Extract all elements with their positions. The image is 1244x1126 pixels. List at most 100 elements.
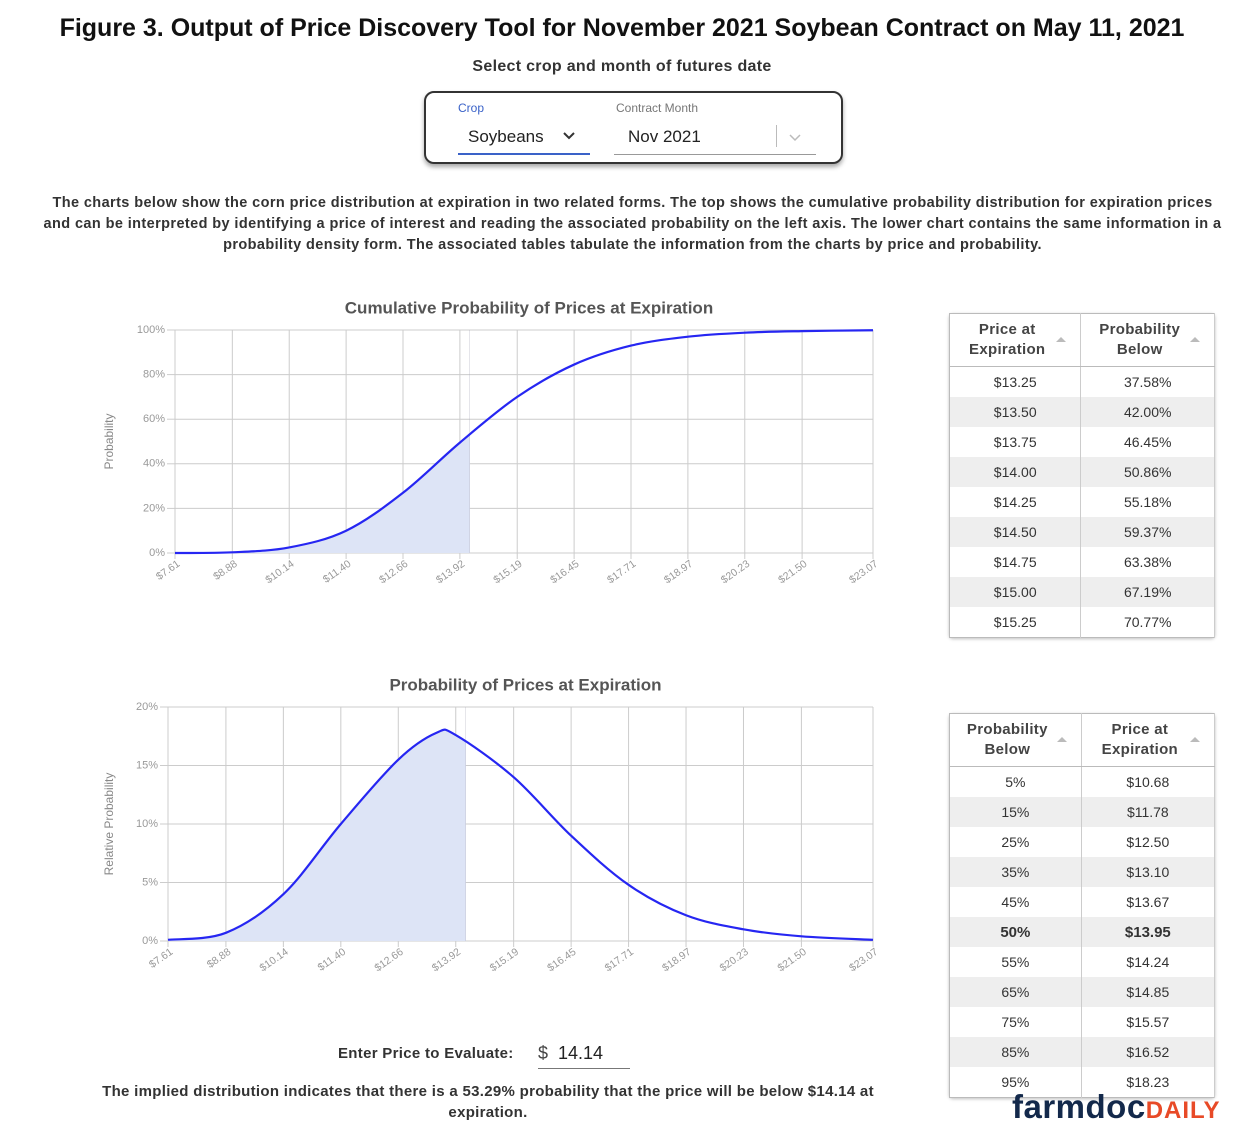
quantile-table: Probability Below Price at Expiration 5% $1… bbox=[949, 713, 1216, 1098]
charts: Cumulative Probability of Prices at Expi… bbox=[102, 298, 880, 974]
x-tick-label: $20.23 bbox=[719, 558, 752, 586]
result-text: The implied distribution indicates that … bbox=[102, 1083, 874, 1121]
x-tick-label: $12.66 bbox=[372, 946, 405, 974]
x-tick-label: $11.40 bbox=[316, 946, 349, 974]
crop-caret bbox=[563, 132, 575, 140]
logo-accent: DAILY bbox=[1145, 1097, 1221, 1124]
table-cell: $14.85 bbox=[1081, 977, 1216, 1007]
x-tick-label: $17.71 bbox=[605, 558, 638, 586]
table-row: $14.75 63.38% bbox=[949, 547, 1215, 577]
y-tick-label: 60% bbox=[143, 413, 165, 425]
table-cell: $13.75 bbox=[949, 427, 1082, 457]
header-row: Probability Below Price at Expiration bbox=[949, 713, 1216, 767]
header-row: Price at Expiration Probability Below bbox=[949, 313, 1215, 367]
table-row: 95% $18.23 bbox=[949, 1067, 1216, 1098]
table-cell: $13.25 bbox=[949, 366, 1082, 397]
input-underline bbox=[538, 1068, 630, 1069]
month-caret bbox=[789, 134, 801, 142]
table-cell: 15% bbox=[949, 797, 1082, 827]
table-cell: $10.68 bbox=[1081, 766, 1216, 797]
table-row: 85% $16.52 bbox=[949, 1037, 1216, 1067]
table-cell: 35% bbox=[949, 857, 1082, 887]
table-cell: $13.67 bbox=[1081, 887, 1216, 917]
crop-label: Crop bbox=[458, 101, 485, 115]
header-text: Price at Expiration bbox=[1101, 721, 1179, 758]
y-tick-label: 0% bbox=[142, 935, 158, 947]
x-tick-label: $8.88 bbox=[205, 946, 234, 971]
subtitle: Select crop and month of futures date bbox=[472, 58, 772, 75]
table-row: 15% $11.78 bbox=[949, 797, 1216, 827]
table-row: $14.25 55.18% bbox=[949, 487, 1215, 517]
selector-panel: Crop Soybeans Contract Month Nov 2021 bbox=[424, 91, 843, 164]
table-cell: 42.00% bbox=[1080, 397, 1215, 427]
x-tick-label: $23.07 bbox=[847, 946, 880, 974]
x-tick-label: $10.14 bbox=[263, 558, 296, 586]
table-cell: $15.00 bbox=[949, 577, 1082, 607]
month-underline bbox=[614, 154, 816, 155]
table-cell: $13.95 bbox=[1081, 917, 1216, 947]
column-header[interactable]: Price at Expiration bbox=[1081, 713, 1216, 767]
table-row: $14.00 50.86% bbox=[949, 457, 1215, 487]
table-cell: $15.25 bbox=[949, 607, 1082, 638]
column-header[interactable]: Probability Below bbox=[1080, 313, 1215, 367]
table-cell: 67.19% bbox=[1080, 577, 1215, 607]
crop-select[interactable]: Soybeans bbox=[468, 127, 544, 146]
month-select[interactable]: Nov 2021 bbox=[628, 127, 701, 146]
x-tick-label: $7.61 bbox=[147, 946, 176, 971]
table-row: 45% $13.67 bbox=[949, 887, 1216, 917]
month-label: Contract Month bbox=[616, 101, 699, 115]
table-cell: $15.57 bbox=[1081, 1007, 1216, 1037]
x-tick-label: $12.66 bbox=[377, 558, 410, 586]
logo: farmdocDAILY bbox=[1012, 1088, 1221, 1126]
table-cell: 55% bbox=[949, 947, 1082, 977]
table-row: $13.75 46.45% bbox=[949, 427, 1215, 457]
price-input[interactable]: 14.14 bbox=[558, 1043, 604, 1063]
table-cell: 50.86% bbox=[1080, 457, 1215, 487]
table-row: 55% $14.24 bbox=[949, 947, 1216, 977]
x-tick-label: $10.14 bbox=[257, 946, 290, 974]
x-tick-label: $7.61 bbox=[154, 558, 183, 583]
y-tick-label: 20% bbox=[136, 701, 158, 713]
column-header[interactable]: Price at Expiration bbox=[949, 313, 1082, 367]
x-tick-label: $11.40 bbox=[321, 558, 354, 586]
table-cell: 25% bbox=[949, 827, 1082, 857]
table-row: 5% $10.68 bbox=[949, 766, 1216, 797]
table-row: $14.50 59.37% bbox=[949, 517, 1215, 547]
description: The charts below show the corn price dis… bbox=[43, 195, 1222, 253]
sort-icon bbox=[1190, 737, 1200, 742]
header-text: Price at Expiration bbox=[969, 321, 1046, 358]
table-cell: $12.50 bbox=[1081, 827, 1216, 857]
x-tick-label: $18.97 bbox=[662, 558, 695, 586]
x-tick-label: $15.19 bbox=[488, 946, 521, 974]
table-cell: 45% bbox=[949, 887, 1082, 917]
header-text: Probability Below bbox=[1099, 321, 1181, 358]
curve bbox=[174, 329, 874, 555]
table-cell: 55.18% bbox=[1080, 487, 1215, 517]
chart-title: Probability of Prices at Expiration bbox=[389, 675, 661, 694]
y-tick-label: 0% bbox=[149, 547, 165, 559]
y-axis-label: Relative Probability bbox=[102, 773, 116, 876]
shaded-area bbox=[175, 434, 470, 553]
table-cell: 50% bbox=[949, 917, 1082, 947]
y-axis-label: Probability bbox=[102, 413, 116, 469]
column-header[interactable]: Probability Below bbox=[949, 713, 1082, 767]
table-cell: 37.58% bbox=[1080, 366, 1215, 397]
table-row: 75% $15.57 bbox=[949, 1007, 1216, 1037]
table-cell: 85% bbox=[949, 1037, 1082, 1067]
y-tick-label: 100% bbox=[137, 324, 165, 336]
x-tick-label: $21.50 bbox=[776, 558, 809, 586]
x-tick-label: $20.23 bbox=[718, 946, 751, 974]
cdf-table: Price at Expiration Probability Below $13.… bbox=[949, 313, 1215, 638]
x-tick-label: $13.92 bbox=[434, 558, 467, 586]
table-cell: $14.24 bbox=[1081, 947, 1216, 977]
y-tick-label: 20% bbox=[143, 502, 165, 514]
table-cell: 95% bbox=[949, 1067, 1082, 1098]
table-row: 65% $14.85 bbox=[949, 977, 1216, 1007]
table-cell: $14.50 bbox=[949, 517, 1082, 547]
y-tick-label: 40% bbox=[143, 458, 165, 470]
table-row: 35% $13.10 bbox=[949, 857, 1216, 887]
table-row: 50% $13.95 bbox=[949, 917, 1216, 947]
table-row: $15.25 70.77% bbox=[949, 607, 1215, 638]
table-cell: $14.75 bbox=[949, 547, 1082, 577]
month-divider bbox=[776, 125, 777, 147]
